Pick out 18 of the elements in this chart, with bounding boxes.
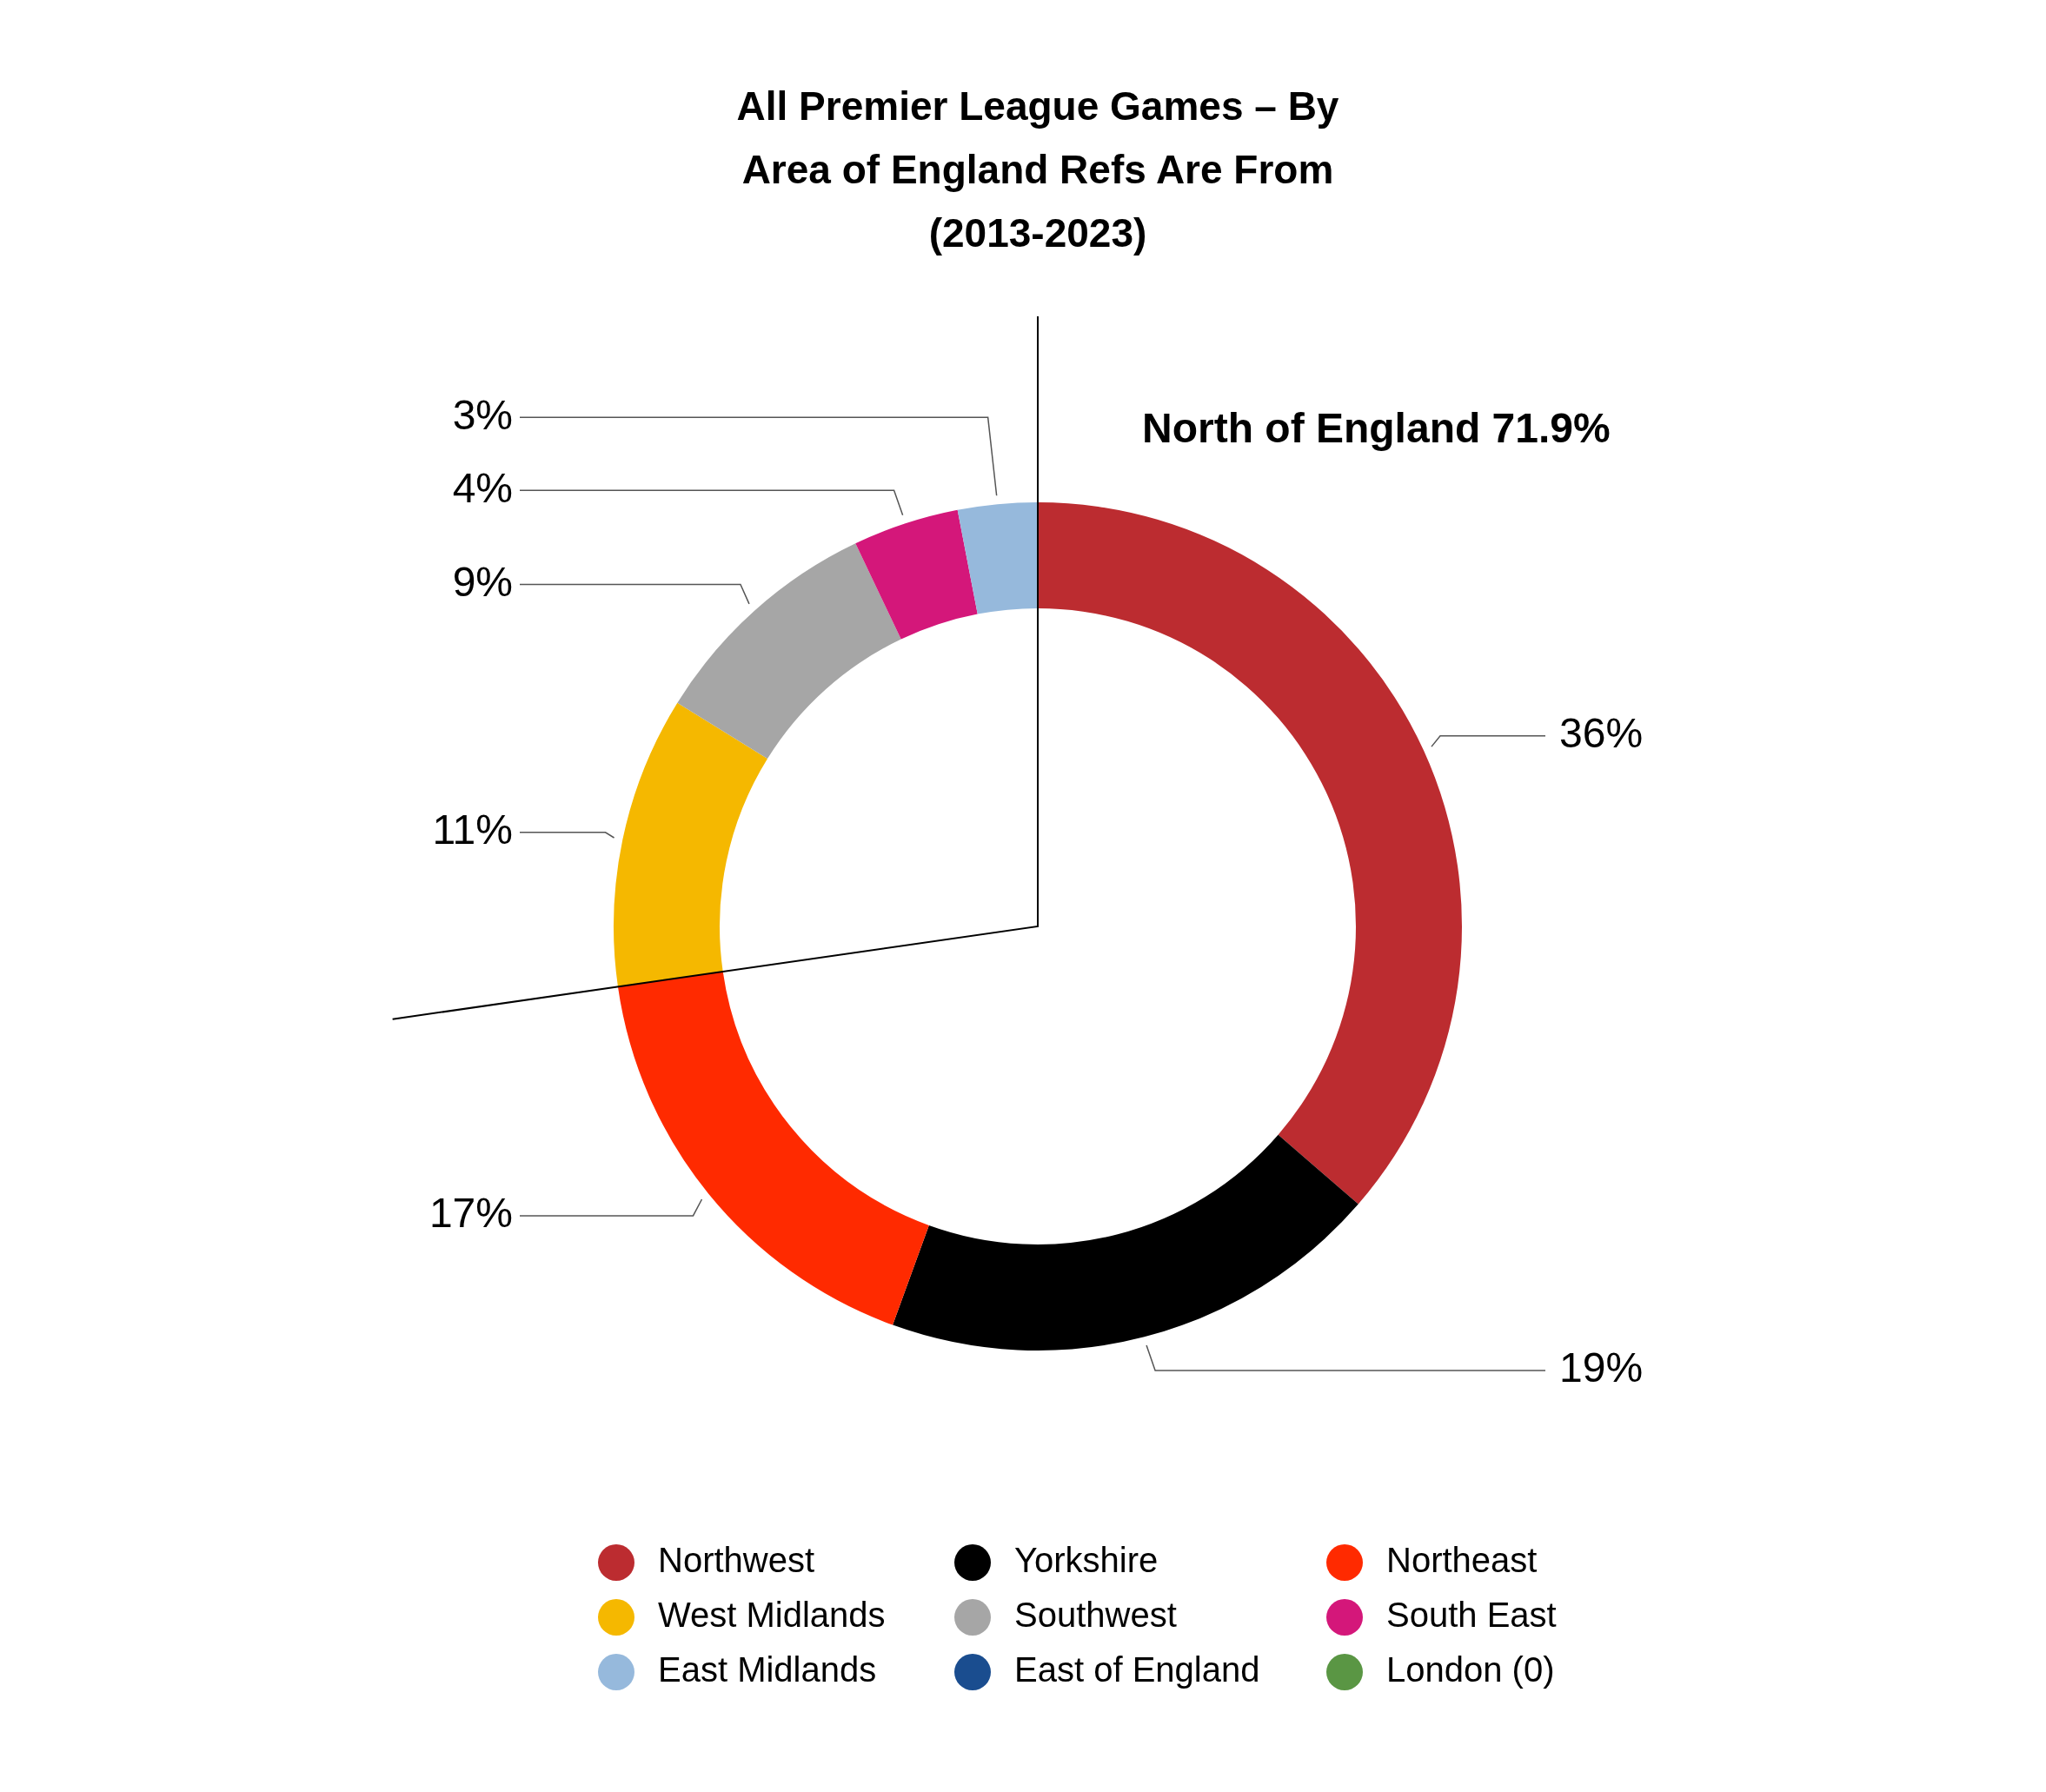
legend-label: London (0)	[1386, 1650, 1555, 1689]
legend-label: West Midlands	[658, 1596, 886, 1635]
data-label: 11%	[432, 806, 513, 853]
data-label: 9%	[452, 558, 513, 605]
legend-label: Southwest	[1014, 1596, 1177, 1635]
legend-label: South East	[1386, 1596, 1557, 1635]
chart-title: All Premier League Games – By Area of England Refs Are From (2013-2023)	[736, 83, 1339, 256]
data-label: 4%	[452, 464, 513, 511]
legend-label: Northeast	[1386, 1541, 1538, 1580]
legend-label: East Midlands	[658, 1650, 877, 1689]
data-label: 36%	[1559, 709, 1644, 756]
legend-label: East of England	[1014, 1650, 1260, 1689]
legend-label: Northwest	[658, 1541, 815, 1580]
data-label: 17%	[428, 1190, 513, 1237]
text: North of England 71.9%	[1142, 405, 1611, 452]
data-label: 3%	[452, 391, 513, 438]
legend-label: Yorkshire	[1014, 1541, 1159, 1580]
data-label: 19%	[1559, 1344, 1644, 1391]
